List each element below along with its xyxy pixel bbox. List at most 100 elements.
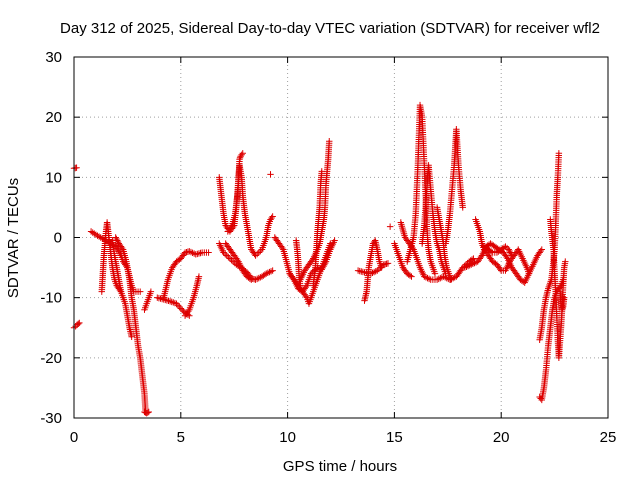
data-point — [507, 250, 515, 258]
series-s11 — [181, 273, 203, 319]
series-s1 — [70, 319, 83, 331]
data-point — [145, 408, 152, 416]
series-s20 — [297, 138, 333, 283]
data-point — [253, 275, 261, 283]
x-tick-label: 10 — [279, 429, 296, 446]
y-tick-label: 10 — [45, 169, 62, 186]
data-point — [507, 249, 514, 256]
data-point — [229, 258, 237, 265]
data-point — [238, 151, 245, 158]
data-point — [226, 255, 234, 262]
data-point — [326, 138, 333, 145]
data-point — [503, 253, 510, 261]
series-s2 — [70, 164, 80, 172]
data-point — [561, 294, 568, 301]
series-s33 — [480, 243, 516, 259]
series-s8 — [141, 288, 155, 313]
data-point — [537, 247, 544, 255]
data-point — [496, 265, 504, 273]
data-point — [318, 168, 325, 175]
grid-lines — [74, 57, 608, 418]
data-point — [461, 264, 469, 271]
data-point — [470, 255, 477, 262]
data-point — [469, 260, 477, 268]
x-axis-label: GPS time / hours — [283, 458, 397, 475]
data-point — [406, 272, 414, 279]
series-s30 — [442, 126, 466, 247]
x-tick-label: 5 — [177, 429, 185, 446]
data-point — [302, 292, 309, 300]
data-point — [562, 258, 569, 265]
data-point — [463, 263, 470, 271]
series-s10 — [160, 248, 212, 301]
x-tick-label: 0 — [70, 429, 78, 446]
data-point — [502, 243, 509, 250]
data-point — [228, 256, 235, 264]
data-point — [174, 302, 182, 309]
data-point — [114, 237, 121, 244]
data-point — [89, 229, 96, 236]
data-point — [408, 273, 415, 280]
data-point — [137, 288, 144, 295]
series-s18 — [292, 237, 304, 289]
axis-ticks — [73, 56, 609, 419]
series-s36 — [547, 216, 569, 362]
data-point — [234, 256, 241, 264]
data-point — [248, 276, 255, 283]
data-point — [422, 274, 430, 281]
data-point — [195, 273, 203, 280]
data-point — [255, 249, 262, 256]
data-point — [246, 275, 254, 282]
y-tick-label: 0 — [54, 230, 62, 247]
data-point — [508, 252, 516, 259]
data-point — [435, 275, 442, 283]
data-point — [263, 270, 270, 277]
data-point — [91, 230, 98, 237]
data-point — [302, 283, 309, 291]
data-point — [555, 150, 563, 157]
y-tick-label: 20 — [45, 109, 62, 126]
data-point — [500, 244, 508, 251]
series-s24 — [386, 223, 394, 230]
data-point — [384, 260, 392, 267]
data-point — [386, 223, 394, 230]
data-point — [267, 268, 275, 275]
series-s21 — [310, 168, 325, 289]
data-point — [187, 248, 195, 256]
data-point — [128, 333, 135, 340]
data-point — [113, 235, 120, 243]
data-point — [87, 228, 95, 235]
y-tick-labels: -30 -20 -10 0 10 20 30 — [40, 49, 62, 427]
data-point — [369, 269, 376, 277]
y-axis-label: SDTVAR / TECUs — [5, 178, 22, 298]
data-point — [421, 273, 428, 280]
data-point — [458, 265, 465, 273]
data-point — [331, 237, 338, 244]
data-point — [437, 274, 444, 282]
data-point — [269, 267, 276, 274]
data-point — [179, 306, 186, 314]
chart-title: Day 312 of 2025, Sidereal Day-to-day VTE… — [60, 20, 600, 37]
data-point — [185, 308, 192, 315]
data-point — [118, 244, 126, 252]
series-s14 — [224, 162, 276, 259]
data-point — [92, 231, 100, 238]
x-tick-label: 25 — [600, 429, 617, 446]
data-point — [538, 246, 545, 253]
y-tick-label: -30 — [40, 410, 62, 427]
data-point — [464, 262, 472, 270]
data-point — [468, 261, 475, 268]
data-point — [372, 268, 379, 275]
data-point — [471, 259, 478, 267]
series-s25 — [391, 240, 415, 280]
series-s5 — [109, 237, 135, 340]
data-point — [466, 262, 473, 269]
data-point — [308, 256, 316, 264]
data-point — [459, 204, 466, 211]
data-point — [506, 247, 513, 255]
data-point — [94, 232, 101, 239]
data-point — [239, 150, 246, 157]
data-point — [431, 270, 439, 277]
data-point — [267, 171, 274, 178]
